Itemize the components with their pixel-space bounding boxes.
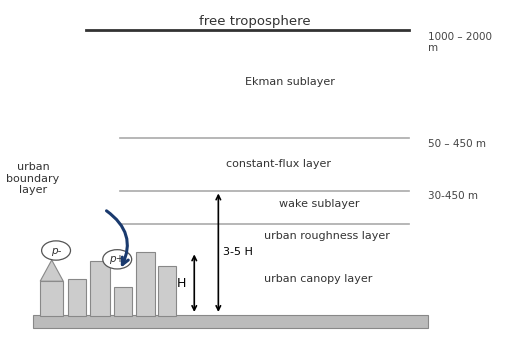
Text: Ekman sublayer: Ekman sublayer [245, 77, 335, 87]
Polygon shape [40, 260, 63, 281]
Ellipse shape [42, 241, 70, 260]
Text: free troposphere: free troposphere [199, 15, 310, 28]
Bar [33, 315, 428, 328]
Bar [90, 261, 110, 316]
Bar [158, 266, 176, 316]
Text: constant-flux layer: constant-flux layer [226, 159, 331, 169]
Text: wake sublayer: wake sublayer [278, 199, 359, 209]
Ellipse shape [103, 250, 132, 269]
Text: urban roughness layer: urban roughness layer [264, 231, 390, 241]
Text: 30-450 m: 30-450 m [428, 191, 478, 201]
Bar [135, 251, 155, 316]
Text: 50 – 450 m: 50 – 450 m [428, 139, 486, 149]
Bar [114, 287, 132, 316]
Text: H: H [177, 277, 186, 290]
Text: 3-5 H: 3-5 H [223, 247, 253, 257]
Bar [40, 281, 63, 316]
Text: 1000 – 2000
m: 1000 – 2000 m [428, 32, 492, 53]
Text: urban
boundary
layer: urban boundary layer [6, 162, 60, 195]
Text: p-: p- [51, 246, 61, 256]
Text: p+: p+ [110, 254, 125, 264]
Text: urban canopy layer: urban canopy layer [264, 273, 373, 283]
Bar [67, 279, 86, 316]
